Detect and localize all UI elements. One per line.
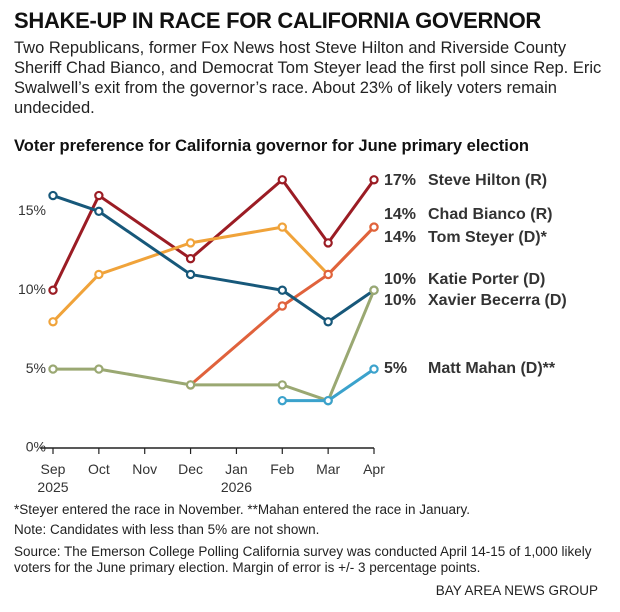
series-line [51, 178, 376, 291]
data-point [94, 364, 104, 374]
series-line [282, 367, 375, 403]
data-point [48, 364, 58, 374]
note: Note: Candidates with less than 5% are n… [14, 522, 320, 537]
data-point [48, 190, 58, 201]
data-point [369, 364, 379, 374]
data-point [277, 222, 287, 232]
value-label: 14% [384, 229, 416, 246]
title: SHAKE-UP IN RACE FOR CALIFORNIA GOVERNOR [14, 8, 542, 33]
series-line [53, 289, 376, 403]
data-point [277, 285, 287, 295]
chart-title: Voter preference for California governor… [14, 137, 529, 155]
y-tick-label: 5% [26, 360, 46, 376]
y-tick-label: 0% [26, 439, 46, 455]
data-point [185, 238, 196, 248]
x-tick-label: Jan 2026 [221, 461, 252, 495]
series-line [189, 226, 376, 387]
x-tick-label: Mar [316, 461, 340, 477]
subtitle: Two Republicans, former Fox News host St… [14, 39, 602, 117]
x-tick-label: Nov [132, 461, 157, 477]
data-point [323, 395, 333, 406]
x-tick-label: Feb [270, 461, 294, 477]
credit: BAY AREA NEWS GROUP [435, 583, 598, 598]
data-point [94, 269, 104, 280]
footnote: *Steyer entered the race in November. **… [14, 502, 471, 517]
data-point [323, 269, 333, 280]
data-point [323, 238, 333, 248]
x-tick-label: Dec [178, 461, 203, 477]
data-point [369, 175, 379, 185]
data-point [94, 206, 104, 217]
legend-label: Xavier Becerra (D) [428, 292, 567, 309]
legend-label: Steve Hilton (R) [428, 172, 547, 189]
value-label: 5% [384, 360, 407, 377]
data-point [185, 380, 196, 390]
legend-label: Katie Porter (D) [428, 271, 545, 288]
data-point [323, 317, 333, 327]
x-tick-label: Sep 2025 [37, 461, 68, 495]
value-label: 17% [384, 172, 416, 189]
value-label: 14% [384, 206, 416, 223]
x-tick-label: Apr [363, 461, 385, 477]
legend-label: Chad Bianco (R) [428, 206, 552, 223]
legend-label: Tom Steyer (D)* [428, 229, 548, 246]
value-label: 10% [384, 292, 416, 309]
y-tick-label: 15% [18, 202, 46, 218]
data-point [277, 395, 287, 406]
data-point [48, 317, 58, 327]
legend-label: Matt Mahan (D)** [428, 360, 556, 377]
series-line [52, 194, 375, 324]
y-tick-label: 10% [18, 281, 46, 297]
data-point [369, 222, 379, 232]
source: Source: The Emerson College Polling Cali… [14, 544, 592, 575]
value-label: 10% [384, 271, 416, 288]
data-point [369, 285, 379, 295]
data-point [277, 175, 287, 185]
data-point [277, 380, 287, 390]
data-point [94, 190, 104, 201]
data-point [185, 269, 196, 280]
data-point [185, 253, 196, 264]
x-tick-label: Oct [88, 461, 110, 477]
data-point [48, 285, 58, 295]
data-point [277, 301, 287, 311]
